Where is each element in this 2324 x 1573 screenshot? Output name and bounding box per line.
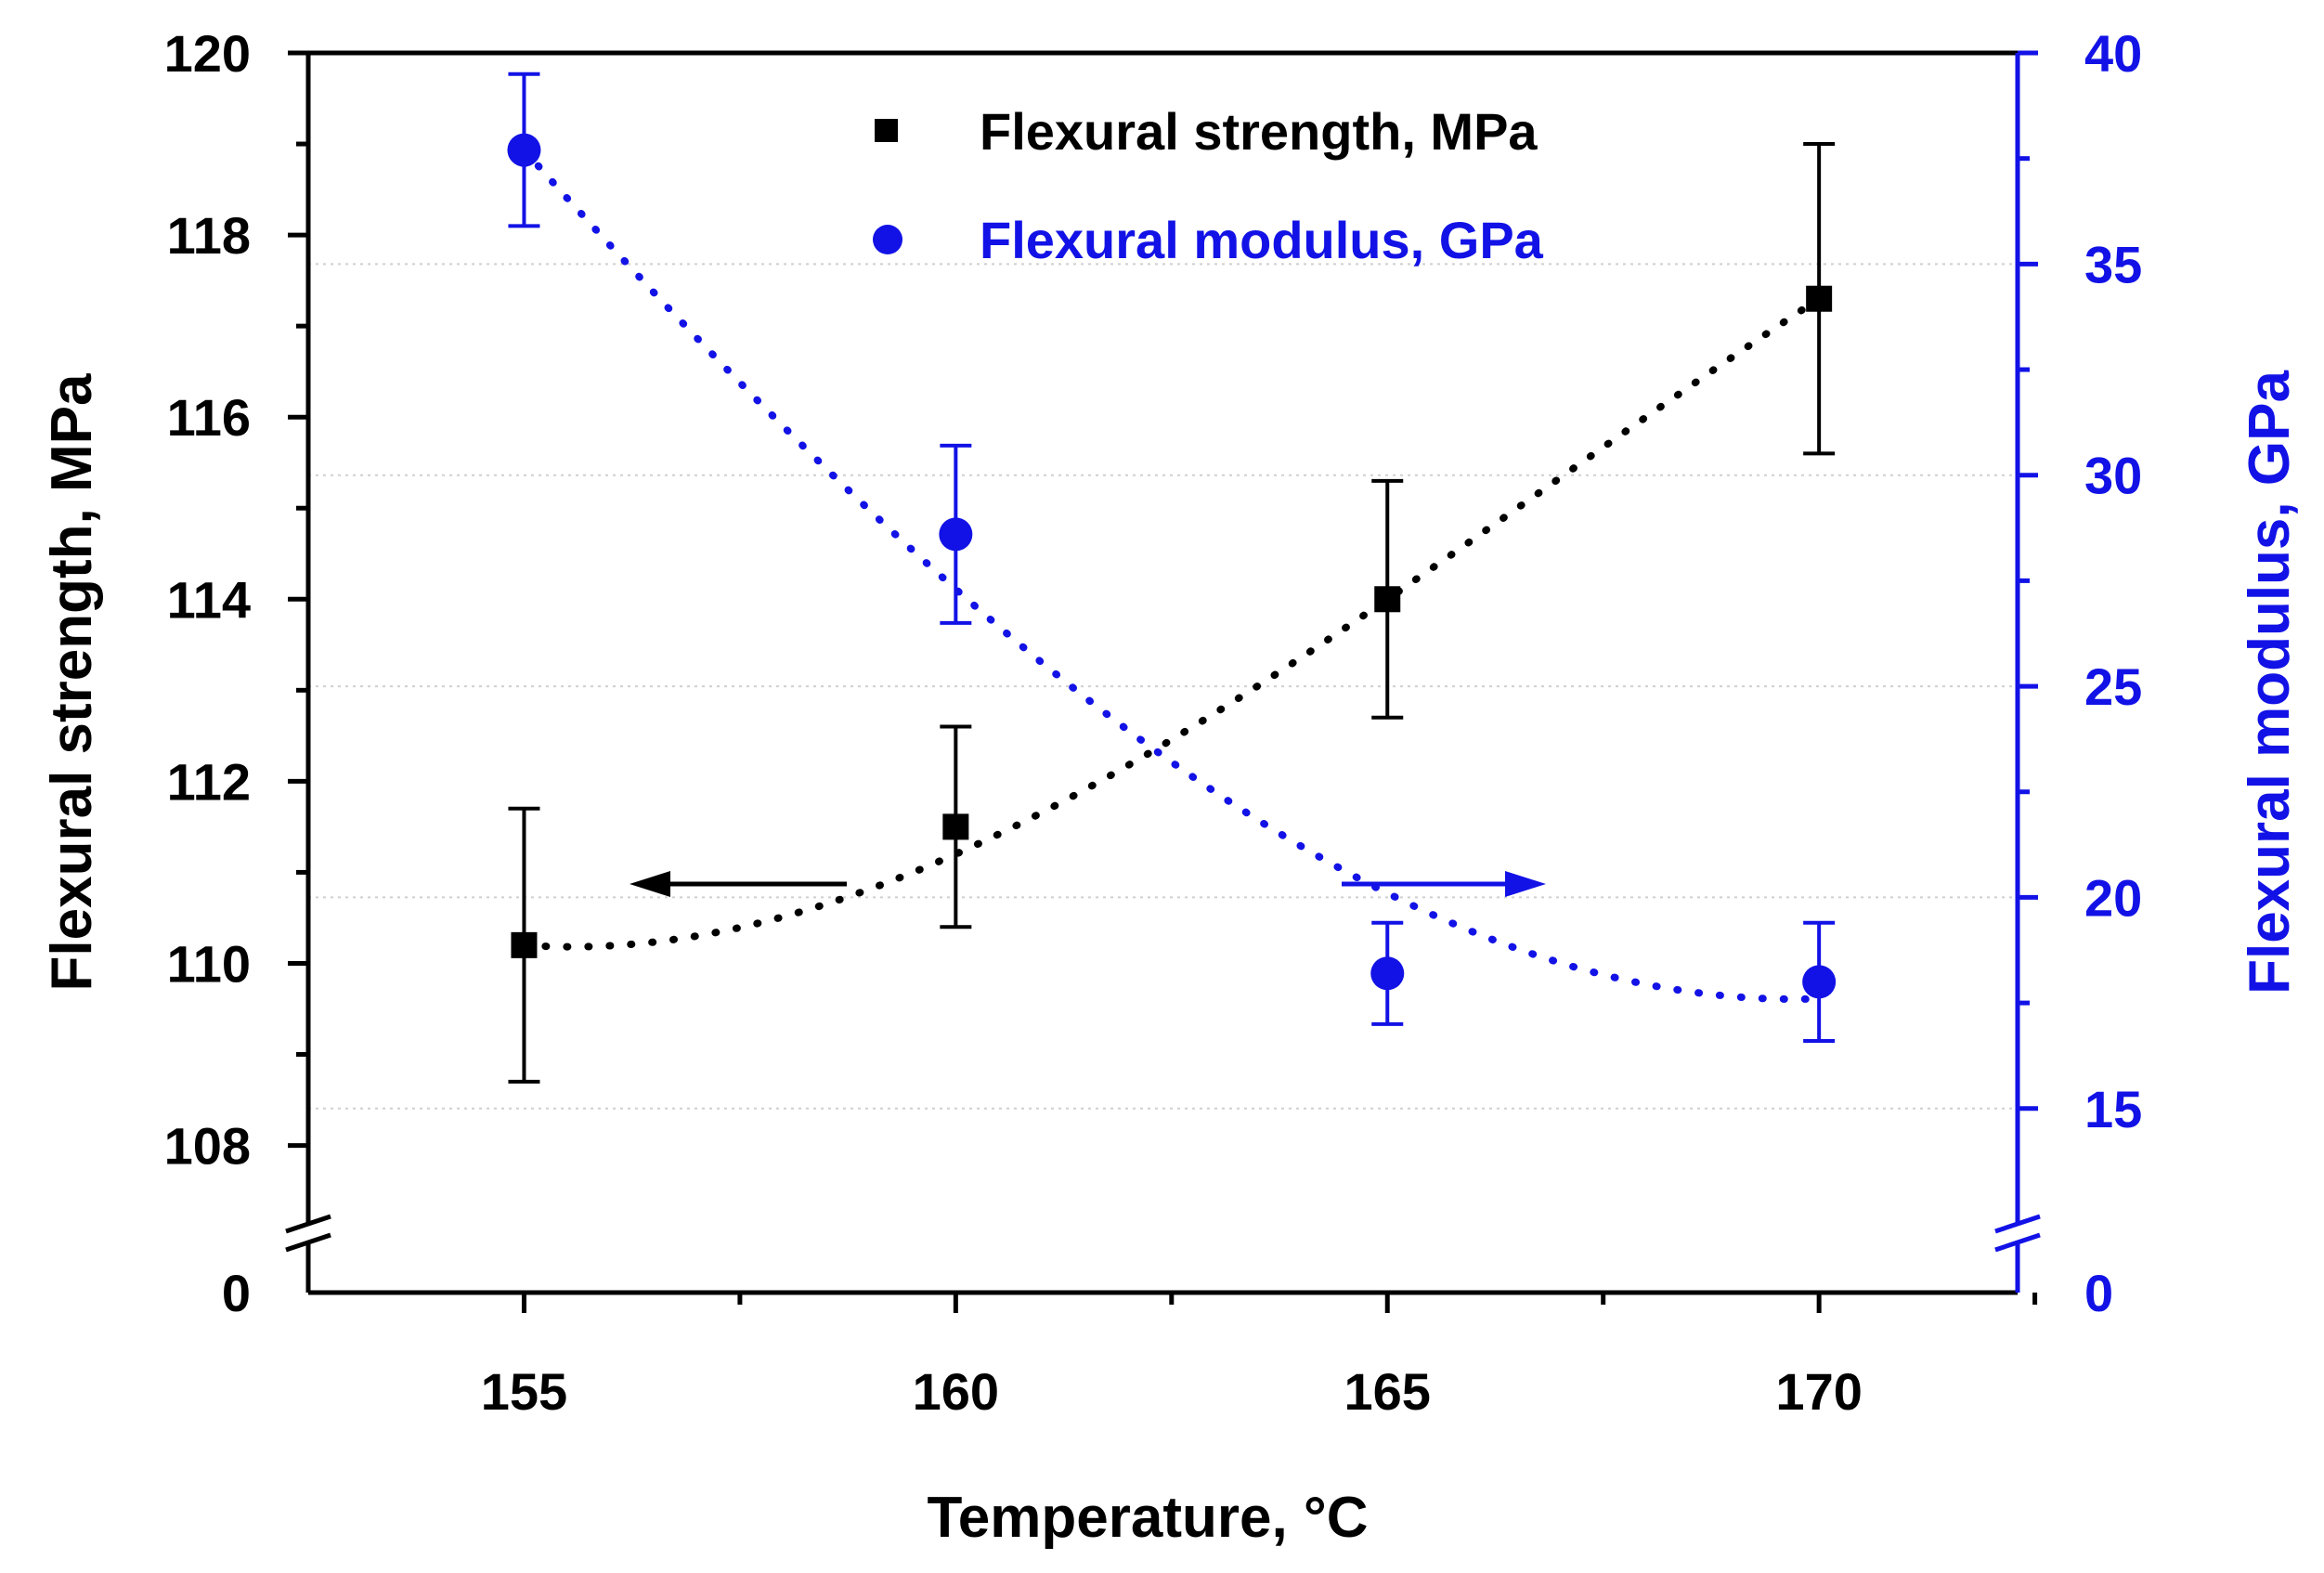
fit-curves — [520, 146, 1824, 1003]
data-point-modulus — [1802, 920, 1837, 1044]
y-right-axis-title: Flexural modulus, GPa — [2238, 370, 2302, 994]
y-left-tick-label: 110 — [167, 934, 251, 993]
legend: Flexural strength, MPa Flexural modulus,… — [873, 102, 1544, 269]
marker-circle-modulus — [1370, 956, 1405, 991]
y-left-axis-title: Flexural strength, MPa — [40, 373, 104, 991]
axes: 155 160 165 170 108 110 112 114 116 118 120 0 15 20 25… — [164, 24, 2143, 1421]
y-right-break-label: 0 — [2084, 1264, 2113, 1322]
x-tick-label: 165 — [1344, 1362, 1431, 1421]
y-left-tick-label: 116 — [167, 388, 251, 447]
data-point-modulus — [1370, 920, 1405, 1026]
y-left-tick-label: 112 — [167, 752, 251, 811]
fit-curve-strength — [520, 294, 1824, 951]
y-left-break-label: 0 — [222, 1264, 251, 1322]
marker-circle-modulus — [507, 133, 541, 167]
left-arrow — [630, 871, 847, 897]
marker-square-strength — [942, 813, 969, 840]
legend-marker-square — [875, 119, 898, 142]
data-point-strength — [508, 806, 540, 1084]
grid — [308, 263, 2018, 1110]
marker-circle-modulus — [939, 517, 973, 552]
x-axis-title: Temperature, °C — [928, 1486, 1369, 1550]
data-point-modulus — [939, 443, 973, 625]
x-tick-label: 170 — [1775, 1362, 1862, 1421]
series — [507, 72, 1837, 1084]
y-right-tick-label: 30 — [2084, 447, 2142, 505]
data-point-strength — [1803, 142, 1836, 456]
x-tick-label: 155 — [481, 1362, 567, 1421]
right-arrow — [1342, 871, 1546, 897]
y-left-tick-label: 120 — [164, 24, 251, 83]
legend-marker-circle — [873, 225, 902, 254]
y-right-tick-label: 40 — [2084, 24, 2142, 83]
marker-square-strength — [511, 931, 538, 958]
y-right-axis-break — [1994, 1214, 2041, 1253]
data-point-strength — [940, 724, 972, 930]
marker-square-strength — [1806, 285, 1833, 312]
marker-square-strength — [1374, 586, 1401, 613]
axis-arrows — [630, 871, 1546, 897]
y-left-axis-break-mark — [285, 1232, 331, 1253]
legend-label-modulus: Flexural modulus, GPa — [980, 211, 1544, 269]
data-point-modulus — [507, 72, 541, 228]
y-left-tick-label: 114 — [167, 570, 251, 629]
y-right-tick-label: 15 — [2084, 1080, 2142, 1138]
y-right-axis-break-mark — [1994, 1232, 2041, 1253]
x-tick-label: 160 — [913, 1362, 999, 1421]
y-right-tick-label: 20 — [2084, 868, 2142, 927]
y-right-tick-label: 25 — [2084, 657, 2142, 716]
y-left-tick-label: 118 — [167, 206, 251, 265]
data-point-strength — [1371, 478, 1404, 720]
y-right-tick-label: 35 — [2084, 235, 2142, 293]
y-right-axis-break-mark — [1994, 1214, 2041, 1234]
legend-label-strength: Flexural strength, MPa — [980, 102, 1538, 161]
marker-circle-modulus — [1802, 965, 1837, 999]
y-left-axis-break — [285, 1214, 331, 1253]
y-left-axis-break-mark — [285, 1214, 331, 1234]
y-left-tick-label: 108 — [164, 1117, 251, 1176]
fit-curve-modulus — [520, 146, 1824, 1003]
